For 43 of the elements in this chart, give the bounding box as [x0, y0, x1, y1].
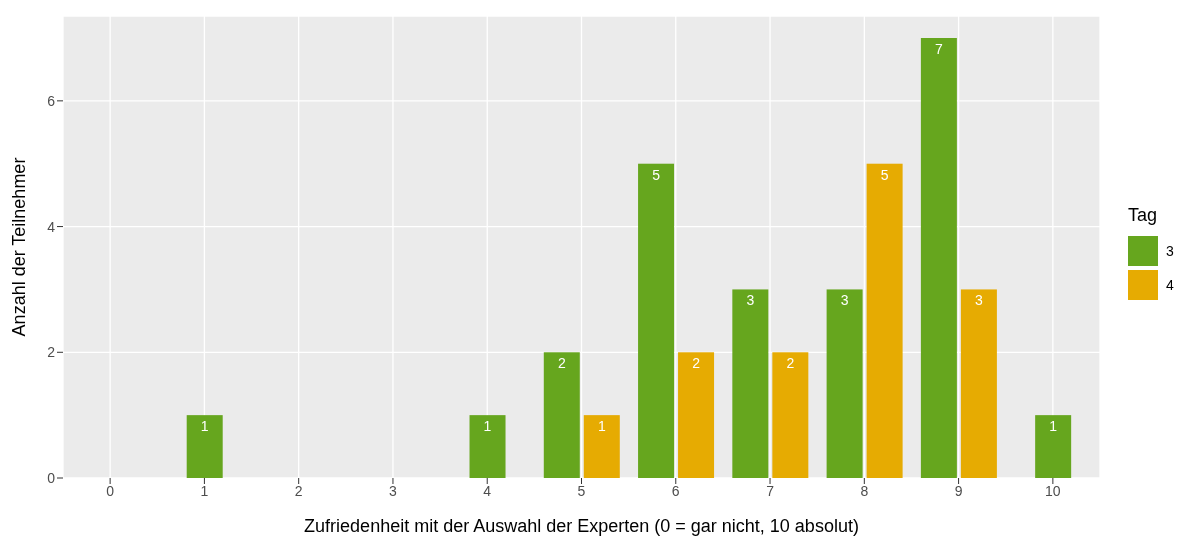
x-tick-label: 0: [106, 482, 115, 499]
bar: [920, 38, 957, 478]
y-axis-title: Anzahl der Teilnehmer: [9, 157, 30, 337]
bar: [583, 415, 620, 478]
data-label: 1: [597, 418, 606, 435]
x-tick-label: 6: [671, 482, 680, 499]
data-label: 1: [1049, 418, 1058, 435]
bar: [960, 289, 997, 478]
bar: [826, 289, 863, 478]
x-tick-label: 3: [389, 482, 398, 499]
bar: [543, 352, 580, 478]
x-tick-label: 5: [577, 482, 586, 499]
data-label: 3: [974, 292, 983, 309]
x-tick-label: 1: [200, 482, 209, 499]
x-tick-label: 2: [294, 482, 303, 499]
x-tick-label: 8: [860, 482, 869, 499]
data-label: 2: [692, 355, 701, 372]
x-tick-label: 7: [766, 482, 775, 499]
legend-label: 3: [1166, 242, 1174, 259]
data-label: 2: [557, 355, 566, 372]
y-tick-label: 6: [47, 92, 56, 109]
y-tick-label: 4: [47, 218, 56, 235]
data-label: 7: [934, 41, 943, 57]
x-tick-label: 10: [1045, 482, 1061, 499]
data-label: 3: [746, 292, 755, 309]
bar: [732, 289, 769, 478]
y-tick-label: 2: [47, 344, 56, 361]
bar: [772, 352, 809, 478]
data-label: 1: [200, 418, 209, 435]
legend-label: 4: [1166, 276, 1174, 293]
data-label: 1: [483, 418, 492, 435]
x-axis-title: Zufriedenheit mit der Auswahl der Experten (0 = gar nicht, 10 absolut): [304, 516, 859, 536]
y-tick-label: 0: [47, 469, 56, 486]
x-tick-label: 9: [954, 482, 963, 499]
x-tick-label: 4: [483, 482, 492, 499]
bar: [678, 352, 715, 478]
legend-title: Tag: [1128, 204, 1159, 226]
data-label: 3: [840, 292, 849, 309]
data-label: 5: [880, 166, 889, 183]
data-label: 5: [652, 166, 661, 183]
data-label: 2: [786, 355, 795, 372]
bar: [638, 163, 675, 478]
bar: [866, 163, 903, 478]
